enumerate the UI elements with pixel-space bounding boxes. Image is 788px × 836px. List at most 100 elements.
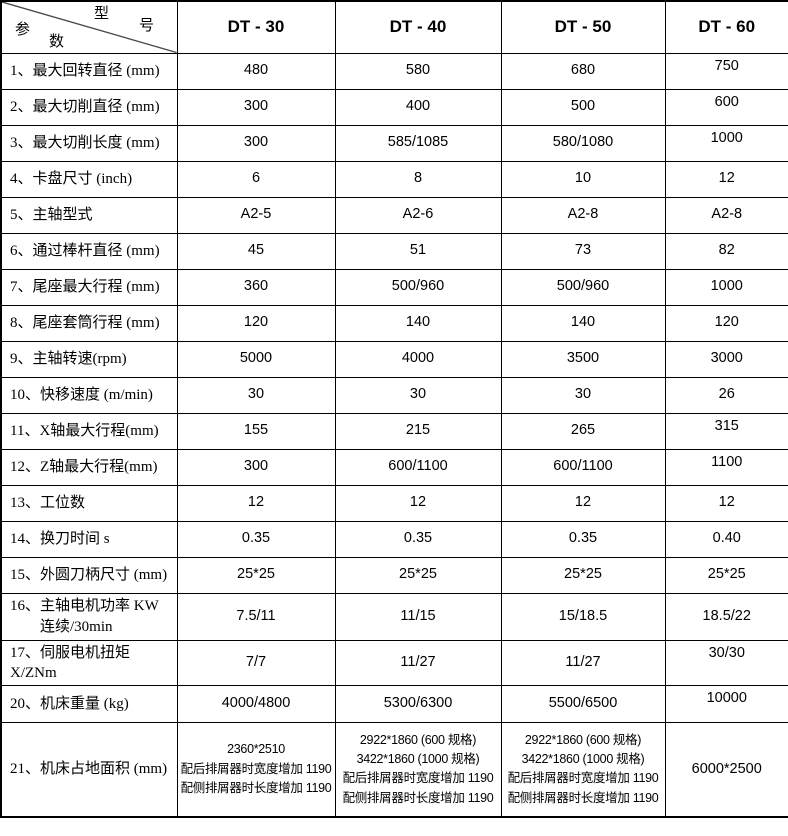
spec-value: 600/1100 <box>334 448 502 486</box>
spec-value: A2-5 <box>176 196 336 234</box>
spec-value: 155 <box>176 412 336 450</box>
table-row: 9、主轴转速(rpm) 5000 4000 3500 3000 <box>0 340 788 378</box>
spec-value: 5000 <box>176 340 336 378</box>
spec-value: 0.35 <box>176 520 336 558</box>
spec-value: 30 <box>500 376 666 414</box>
spec-value: 4000/4800 <box>176 685 336 723</box>
spec-value: 25*25 <box>500 556 666 594</box>
spec-value: 8 <box>334 160 502 198</box>
spec-value: 2922*1860 (600 规格) 3422*1860 (1000 规格) 配… <box>334 722 502 817</box>
spec-value: 2360*2510 配后排屑器时宽度增加 1190 配侧排屑器时长度增加 119… <box>176 722 336 817</box>
spec-value: 500/960 <box>334 268 502 306</box>
spec-value: 140 <box>334 304 502 342</box>
spec-value: 5500/6500 <box>500 685 666 723</box>
corner-label-model-char2: 号 <box>139 18 155 34</box>
table-row: 8、尾座套筒行程 (mm) 120 140 140 120 <box>0 304 788 342</box>
param-label: 8、尾座套筒行程 (mm) <box>0 304 178 342</box>
spec-value: 215 <box>334 412 502 450</box>
spec-value: 600 <box>664 88 788 126</box>
spec-value: 10000 <box>664 685 788 723</box>
spec-value: 25*25 <box>664 556 788 594</box>
spec-value: 11/15 <box>334 592 502 641</box>
table-row: 6、通过棒杆直径 (mm) 45 51 73 82 <box>0 232 788 270</box>
spec-value: 500 <box>500 88 666 126</box>
param-label: 16、主轴电机功率 KW 连续/30min <box>0 592 178 641</box>
spec-value: 1000 <box>664 268 788 306</box>
table-row: 3、最大切削长度 (mm) 300 585/1085 580/1080 1000 <box>0 124 788 162</box>
param-label: 3、最大切削长度 (mm) <box>0 124 178 162</box>
spec-value: 11/27 <box>334 639 502 686</box>
spec-value: 25*25 <box>334 556 502 594</box>
column-header-dt30: DT - 30 <box>176 0 336 54</box>
spec-value: 45 <box>176 232 336 270</box>
corner-label-model-char1: 型 <box>94 6 110 22</box>
spec-value: 6000*2500 <box>664 722 788 817</box>
table-row: 4、卡盘尺寸 (inch) 6 8 10 12 <box>0 160 788 198</box>
header-row: 型 号 参 数 DT - 30 DT - 40 DT - 50 DT - 60 <box>0 0 788 54</box>
param-label: 9、主轴转速(rpm) <box>0 340 178 378</box>
param-label: 21、机床占地面积 (mm) <box>0 722 178 817</box>
corner-label-param-char2: 数 <box>49 34 65 50</box>
table-row: 1、最大回转直径 (mm) 480 580 680 750 <box>0 52 788 90</box>
table-row: 13、工位数 12 12 12 12 <box>0 484 788 522</box>
table-row: 20、机床重量 (kg) 4000/4800 5300/6300 5500/65… <box>0 685 788 723</box>
param-label: 14、换刀时间 s <box>0 520 178 558</box>
table-row: 12、Z轴最大行程(mm) 300 600/1100 600/1100 1100 <box>0 448 788 486</box>
spec-value: 480 <box>176 52 336 90</box>
spec-value: 585/1085 <box>334 124 502 162</box>
spec-value: 7/7 <box>176 639 336 686</box>
param-label: 6、通过棒杆直径 (mm) <box>0 232 178 270</box>
spec-value: 4000 <box>334 340 502 378</box>
param-label: 17、伺服电机扭矩 X/ZNm <box>0 639 178 686</box>
param-label: 2、最大切削直径 (mm) <box>0 88 178 126</box>
spec-value: 6 <box>176 160 336 198</box>
spec-value: 12 <box>664 160 788 198</box>
spec-value: 3000 <box>664 340 788 378</box>
spec-value: 360 <box>176 268 336 306</box>
spec-value: 400 <box>334 88 502 126</box>
spec-value: 580 <box>334 52 502 90</box>
spec-value: 0.40 <box>664 520 788 558</box>
spec-value: 120 <box>664 304 788 342</box>
column-header-dt40: DT - 40 <box>334 0 502 54</box>
spec-value: 1100 <box>664 448 788 486</box>
param-label: 20、机床重量 (kg) <box>0 685 178 723</box>
spec-value: 7.5/11 <box>176 592 336 641</box>
spec-value: 12 <box>334 484 502 522</box>
spec-value: 0.35 <box>500 520 666 558</box>
spec-value: 2922*1860 (600 规格) 3422*1860 (1000 规格) 配… <box>500 722 666 817</box>
spec-value: 3500 <box>500 340 666 378</box>
spec-value: 12 <box>664 484 788 522</box>
spec-value: 11/27 <box>500 639 666 686</box>
param-label: 15、外圆刀柄尺寸 (mm) <box>0 556 178 594</box>
table-row: 5、主轴型式 A2-5 A2-6 A2-8 A2-8 <box>0 196 788 234</box>
spec-value: 140 <box>500 304 666 342</box>
spec-value: 26 <box>664 376 788 414</box>
param-label: 5、主轴型式 <box>0 196 178 234</box>
param-label: 10、快移速度 (m/min) <box>0 376 178 414</box>
spec-value: A2-6 <box>334 196 502 234</box>
spec-value: 580/1080 <box>500 124 666 162</box>
spec-value: 300 <box>176 124 336 162</box>
spec-value: 1000 <box>664 124 788 162</box>
spec-value: 315 <box>664 412 788 450</box>
spec-value: A2-8 <box>500 196 666 234</box>
table-row: 7、尾座最大行程 (mm) 360 500/960 500/960 1000 <box>0 268 788 306</box>
spec-value: 12 <box>176 484 336 522</box>
column-header-dt60: DT - 60 <box>664 0 788 54</box>
spec-value: 30 <box>334 376 502 414</box>
spec-value: 25*25 <box>176 556 336 594</box>
column-header-dt50: DT - 50 <box>500 0 666 54</box>
spec-value: 680 <box>500 52 666 90</box>
spec-value: 600/1100 <box>500 448 666 486</box>
param-label: 13、工位数 <box>0 484 178 522</box>
diagonal-corner-cell: 型 号 参 数 <box>0 0 178 54</box>
spec-value: 30/30 <box>664 639 788 686</box>
diagonal-line <box>2 2 176 52</box>
spec-value: 265 <box>500 412 666 450</box>
spec-value: 10 <box>500 160 666 198</box>
spec-value: 300 <box>176 88 336 126</box>
param-label: 7、尾座最大行程 (mm) <box>0 268 178 306</box>
table-row: 2、最大切削直径 (mm) 300 400 500 600 <box>0 88 788 126</box>
